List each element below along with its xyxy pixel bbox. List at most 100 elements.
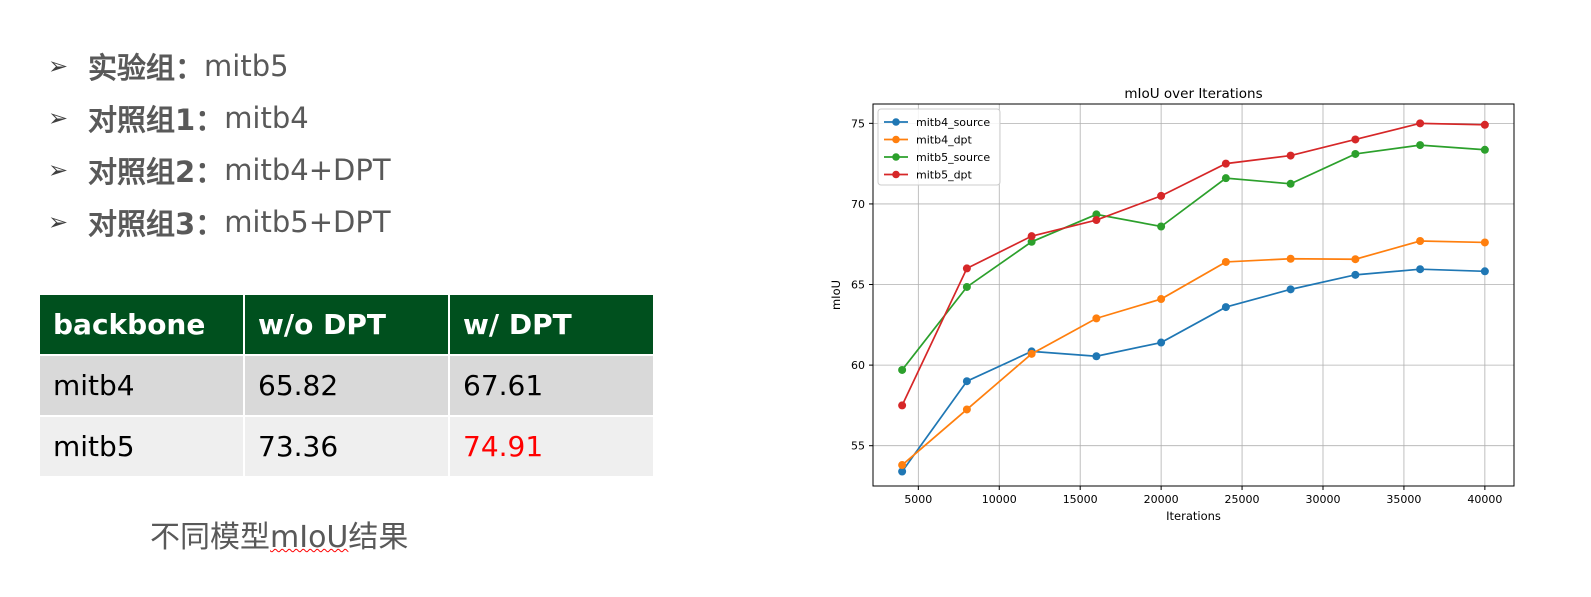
bullet-value: mitb4 bbox=[224, 101, 309, 135]
data-point-mitb4_source bbox=[898, 467, 907, 476]
series-line-mitb4_source bbox=[901, 268, 1485, 472]
bullet-item: ➢ 实验组： mitb5 bbox=[48, 40, 391, 92]
data-point-mitb5_source bbox=[1092, 210, 1101, 219]
table-caption: 不同模型mIoU结果 bbox=[150, 512, 408, 556]
arrow-bullet-icon: ➢ bbox=[48, 52, 69, 80]
table-cell: mitb4 bbox=[38, 354, 245, 417]
legend-marker bbox=[892, 170, 900, 179]
table-header-cell: w/o DPT bbox=[243, 293, 450, 356]
data-point-mitb4_dpt bbox=[1286, 254, 1295, 263]
y-tick-label: 70 bbox=[851, 198, 865, 211]
data-point-mitb4_source bbox=[1351, 270, 1360, 279]
data-point-mitb5_source bbox=[1351, 149, 1360, 158]
y-axis-label: mIoU bbox=[829, 280, 843, 310]
plot-frame bbox=[872, 103, 1515, 487]
bullet-item: ➢ 对照组3： mitb5+DPT bbox=[48, 196, 391, 248]
table-cell-highlight: 74.91 bbox=[448, 415, 655, 478]
caption-post: 结果 bbox=[348, 520, 409, 555]
y-tick-label: 65 bbox=[851, 279, 865, 292]
series-line-mitb4_dpt bbox=[901, 240, 1485, 466]
arrow-bullet-icon: ➢ bbox=[48, 156, 69, 184]
data-point-mitb5_dpt bbox=[962, 264, 971, 273]
data-point-mitb5_source bbox=[1480, 145, 1489, 154]
data-point-mitb5_source bbox=[962, 282, 971, 291]
legend-marker bbox=[892, 153, 900, 161]
legend-label: mitb4_dpt bbox=[916, 134, 973, 147]
data-point-mitb5_source bbox=[898, 365, 907, 374]
data-point-mitb4_source bbox=[962, 377, 971, 386]
arrow-bullet-icon: ➢ bbox=[48, 208, 69, 236]
data-point-mitb5_dpt bbox=[1027, 232, 1036, 241]
data-point-mitb4_dpt bbox=[1092, 314, 1101, 323]
legend-label: mitb5_source bbox=[916, 151, 990, 164]
data-point-mitb4_dpt bbox=[1157, 295, 1166, 304]
bullet-key: 实验组： bbox=[88, 51, 205, 85]
table-header-cell: w/ DPT bbox=[448, 293, 655, 356]
data-point-mitb4_dpt bbox=[898, 461, 907, 470]
series-line-mitb5_dpt bbox=[901, 122, 1485, 406]
y-tick-label: 75 bbox=[851, 117, 865, 130]
data-point-mitb5_dpt bbox=[1092, 216, 1101, 225]
y-tick-label: 55 bbox=[851, 440, 865, 453]
data-point-mitb5_dpt bbox=[1480, 120, 1489, 129]
chart-title: mIoU over Iterations bbox=[1124, 86, 1262, 102]
table-cell: 67.61 bbox=[448, 354, 655, 417]
data-point-mitb4_dpt bbox=[1351, 255, 1360, 264]
data-point-mitb4_dpt bbox=[962, 405, 971, 414]
bullet-item: ➢ 对照组1： mitb4 bbox=[48, 92, 391, 144]
series-line-mitb5_source bbox=[901, 144, 1485, 371]
caption-squiggle: mIoU bbox=[270, 520, 349, 555]
x-tick-label: 20000 bbox=[1144, 493, 1179, 506]
y-tick-label: 60 bbox=[851, 359, 865, 372]
x-tick-label: 35000 bbox=[1386, 493, 1421, 506]
data-point-mitb5_source bbox=[1157, 222, 1166, 231]
bullet-value: mitb5+DPT bbox=[224, 205, 391, 239]
legend-label: mitb4_source bbox=[916, 116, 990, 129]
data-point-mitb4_dpt bbox=[1221, 257, 1230, 266]
data-point-mitb5_source bbox=[1416, 141, 1425, 150]
data-point-mitb4_source bbox=[1480, 267, 1489, 276]
legend-marker bbox=[892, 135, 900, 144]
data-point-mitb5_source bbox=[1027, 237, 1036, 246]
legend-label: mitb5_dpt bbox=[916, 169, 973, 182]
bullet-value: mitb5 bbox=[204, 49, 289, 83]
table-header-row: backbone w/o DPT w/ DPT bbox=[38, 293, 655, 356]
data-point-mitb4_dpt bbox=[1416, 237, 1425, 246]
x-tick-label: 5000 bbox=[904, 493, 932, 506]
bullet-key: 对照组2： bbox=[88, 155, 225, 189]
arrow-bullet-icon: ➢ bbox=[48, 104, 69, 132]
data-point-mitb4_dpt bbox=[1480, 238, 1489, 247]
bullet-item: ➢ 对照组2： mitb4+DPT bbox=[48, 144, 391, 196]
data-point-mitb5_dpt bbox=[1286, 151, 1295, 160]
bullet-key: 对照组1： bbox=[88, 103, 225, 137]
legend-marker bbox=[892, 118, 900, 126]
data-point-mitb5_source bbox=[1221, 174, 1230, 183]
data-point-mitb5_dpt bbox=[1221, 159, 1230, 168]
miou-line-chart: 5000 10000 15000 20000 25000 30000 35000 40000 5… bbox=[829, 86, 1515, 523]
x-axis-label: Iterations bbox=[1166, 509, 1221, 523]
legend-box bbox=[877, 108, 1001, 186]
data-point-mitb5_dpt bbox=[1157, 191, 1166, 200]
x-tick-label: 40000 bbox=[1467, 493, 1502, 506]
x-tick-label: 30000 bbox=[1305, 493, 1340, 506]
results-table: backbone w/o DPT w/ DPT mitb4 65.82 67.6… bbox=[38, 293, 655, 478]
data-point-mitb5_dpt bbox=[1351, 135, 1360, 144]
bullet-key: 对照组3： bbox=[88, 207, 225, 241]
data-point-mitb4_source bbox=[1221, 303, 1230, 312]
data-point-mitb4_dpt bbox=[1027, 349, 1036, 358]
data-point-mitb4_source bbox=[1092, 352, 1101, 361]
x-tick-label: 15000 bbox=[1063, 493, 1098, 506]
table-header-cell: backbone bbox=[38, 293, 245, 356]
table-cell: 65.82 bbox=[243, 354, 450, 417]
bullet-value: mitb4+DPT bbox=[224, 153, 391, 187]
data-point-mitb4_source bbox=[1416, 265, 1425, 274]
table-cell: 73.36 bbox=[243, 415, 450, 478]
bullet-list: ➢ 实验组： mitb5 ➢ 对照组1： mitb4 ➢ 对照组2： mitb4… bbox=[48, 40, 391, 248]
x-tick-label: 10000 bbox=[982, 493, 1017, 506]
x-tick-label: 25000 bbox=[1225, 493, 1260, 506]
caption-pre: 不同模型 bbox=[150, 520, 270, 555]
table-row: mitb4 65.82 67.61 bbox=[38, 354, 655, 417]
table-row: mitb5 73.36 74.91 bbox=[38, 415, 655, 478]
data-point-mitb5_dpt bbox=[898, 401, 907, 410]
table-cell: mitb5 bbox=[38, 415, 245, 478]
